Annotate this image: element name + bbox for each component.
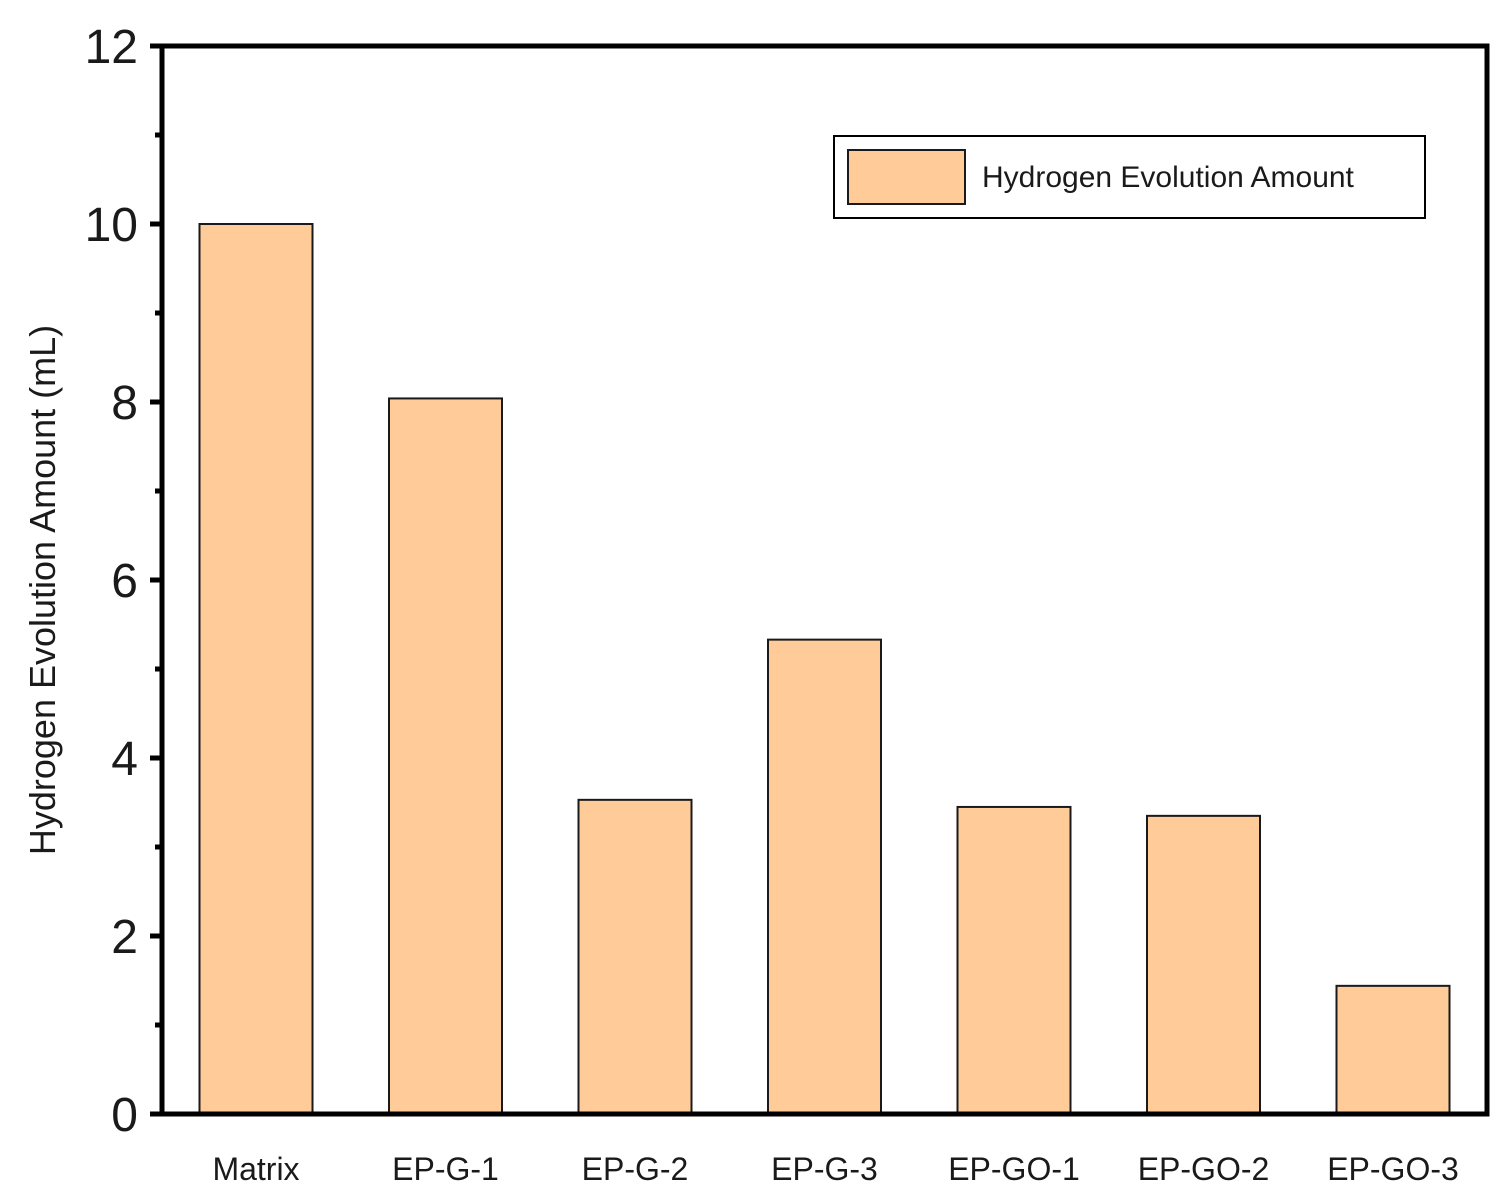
- x-tick-label: EP-G-3: [771, 1151, 878, 1187]
- bar-ep-g-3: [767, 638, 882, 1115]
- x-tick-label: EP-G-1: [392, 1151, 499, 1187]
- x-ticks-group: Matrix EP-G-1 EP-G-2 EP-G-3 EP-GO-1 EP-GO-2 EP…: [212, 1151, 1458, 1187]
- bar-ep-g-2: [577, 798, 693, 1116]
- bar-ep-go-3: [1335, 984, 1451, 1116]
- y-tick-label: 8: [111, 377, 138, 430]
- y-ticks-group: 0 2 4 6 8 10 12: [85, 21, 162, 1142]
- bar-ep-go-1: [956, 805, 1072, 1115]
- y-tick-label: 2: [111, 911, 138, 964]
- y-tick-label: 6: [111, 555, 138, 608]
- legend: Hydrogen Evolution Amount: [833, 135, 1426, 219]
- x-tick-label: EP-G-2: [582, 1151, 689, 1187]
- legend-swatch: [847, 149, 966, 205]
- x-tick-label: EP-GO-2: [1138, 1151, 1270, 1187]
- bars-group: [198, 223, 1451, 1116]
- y-tick-label: 12: [85, 21, 138, 74]
- bar-matrix: [198, 223, 314, 1115]
- y-tick-label: 0: [111, 1089, 138, 1142]
- y-axis-label: Hydrogen Evolution Amount (mL): [22, 325, 63, 855]
- x-tick-label: Matrix: [212, 1151, 299, 1187]
- y-tick-label: 4: [111, 733, 138, 786]
- bar-ep-go-2: [1146, 814, 1261, 1115]
- x-tick-label: EP-GO-1: [948, 1151, 1080, 1187]
- legend-label: Hydrogen Evolution Amount: [982, 161, 1355, 194]
- y-tick-label: 10: [85, 199, 138, 252]
- bar-ep-g-1: [388, 397, 503, 1115]
- x-tick-label: EP-GO-3: [1327, 1151, 1459, 1187]
